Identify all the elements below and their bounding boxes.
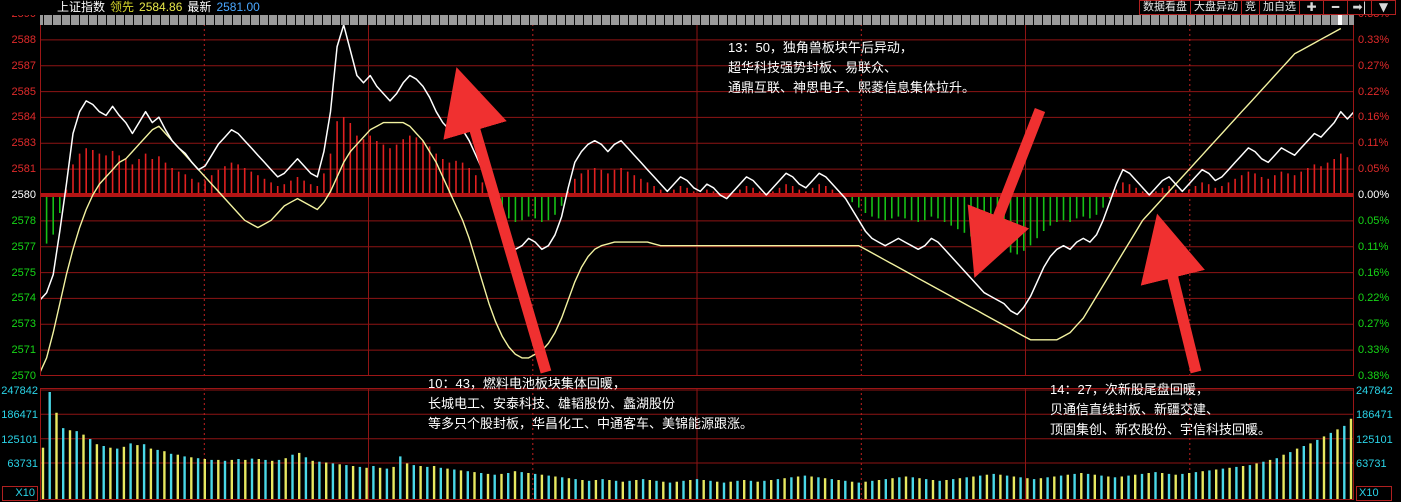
- volume-chart-panel[interactable]: [40, 388, 1354, 500]
- index-title-group: 上证指数 领先 2584.86 最新 2581.00: [57, 0, 260, 15]
- volume-tick-right: 125101: [1356, 433, 1393, 446]
- zoom-out-icon[interactable]: ━: [1323, 0, 1348, 15]
- price-tick-left: 2583: [11, 137, 36, 150]
- toolbar: 数据看盘 大盘异动 竞 加自选 ✚ ━ ➡| ▼: [1139, 0, 1396, 15]
- volume-tick-left: 186471: [1, 409, 38, 422]
- price-tick-left: 2574: [11, 292, 36, 305]
- percent-tick-right: 0.33%: [1358, 344, 1390, 357]
- annotation-1043: 10：43，燃料电池板块集体回暖， 长城电工、安泰科技、雄韬股份、蠡湖股份 等多…: [428, 374, 753, 434]
- percent-tick-right: 0.33%: [1358, 33, 1390, 46]
- top-bar: 上证指数 领先 2584.86 最新 2581.00 数据看盘 大盘异动 竞 加…: [0, 0, 1401, 15]
- lead-label: 领先: [110, 0, 135, 14]
- percent-tick-right: 0.05%: [1358, 214, 1390, 227]
- price-tick-left: 2588: [11, 33, 36, 46]
- annotation-1427: 14：27，次新股尾盘回暖， 贝通信直线封板、新疆交建、 顶固集创、新农股份、宇…: [1050, 380, 1271, 440]
- percent-tick-right: 0.16%: [1358, 111, 1390, 124]
- percent-tick-right: 0.27%: [1358, 59, 1390, 72]
- percent-tick-right: 0.16%: [1358, 266, 1390, 279]
- percent-tick-right: 0.22%: [1358, 85, 1390, 98]
- percent-tick-right: 0.27%: [1358, 318, 1390, 331]
- annotation-1043-line-3: 等多只个股封板，华昌化工、中通客车、美锦能源跟涨。: [428, 416, 754, 431]
- volume-tick-right: 186471: [1356, 409, 1393, 422]
- percent-tick-right: 0.38%: [1358, 370, 1390, 382]
- price-tick-left: 2578: [11, 214, 36, 227]
- percent-tick-right: 0.11%: [1358, 137, 1389, 150]
- price-chart-svg: [40, 14, 1354, 376]
- volume-chart-svg: [40, 388, 1354, 500]
- bid-button[interactable]: 竞: [1241, 0, 1260, 15]
- price-tick-left: 2577: [11, 240, 36, 253]
- annotation-1350: 13：50，独角兽板块午后异动， 超华科技强势封板、易联众、 通鼎互联、神思电子…: [728, 38, 975, 98]
- annotation-1350-line-3: 通鼎互联、神思电子、熙菱信息集体拉升。: [728, 80, 976, 95]
- volume-unit-left: X10: [2, 486, 38, 501]
- annotation-1427-line-1: 14：27，次新股尾盘回暖，: [1050, 382, 1209, 397]
- price-tick-left: 2580: [11, 189, 36, 201]
- scrollbar-handle[interactable]: [1338, 14, 1342, 25]
- price-tick-left: 2584: [11, 111, 36, 124]
- price-tick-left: 2571: [11, 344, 36, 357]
- annotation-1350-line-1: 13：50，独角兽板块午后异动，: [728, 40, 913, 55]
- annotation-1427-line-2: 贝通信直线封板、新疆交建、: [1050, 402, 1220, 417]
- zoom-in-icon[interactable]: ✚: [1299, 0, 1324, 15]
- jump-right-icon[interactable]: ➡|: [1347, 0, 1372, 15]
- percent-tick-right: 0.05%: [1358, 163, 1390, 176]
- price-tick-left: 2587: [11, 59, 36, 72]
- volume-tick-right: 247842: [1356, 385, 1393, 397]
- volume-tick-left: 247842: [1, 385, 38, 397]
- volume-tick-left: 63731: [7, 458, 38, 470]
- annotation-1350-line-2: 超华科技强势封板、易联众、: [728, 60, 898, 75]
- market-anomaly-button[interactable]: 大盘异动: [1190, 0, 1242, 15]
- timeline-scrollbar[interactable]: [40, 14, 1354, 25]
- percent-tick-right: 0.22%: [1358, 292, 1390, 305]
- percent-tick-right: 0.00%: [1358, 189, 1390, 201]
- price-tick-left: 2575: [11, 266, 36, 279]
- price-chart-panel[interactable]: [40, 14, 1354, 376]
- chevron-down-icon[interactable]: ▼: [1371, 0, 1396, 15]
- data-board-button[interactable]: 数据看盘: [1139, 0, 1191, 15]
- annotation-1043-line-2: 长城电工、安泰科技、雄韬股份、蠡湖股份: [428, 396, 676, 411]
- price-tick-left: 2585: [11, 85, 36, 98]
- index-name: 上证指数: [57, 0, 106, 14]
- latest-value: 2581.00: [216, 0, 260, 14]
- add-watchlist-button[interactable]: 加自选: [1259, 0, 1300, 15]
- volume-tick-left: 125101: [1, 433, 38, 446]
- annotation-1427-line-3: 顶固集创、新农股份、宇信科技回暖。: [1050, 422, 1272, 437]
- percent-tick-right: 0.11%: [1358, 240, 1389, 253]
- price-tick-left: 2573: [11, 318, 36, 331]
- lead-value: 2584.86: [139, 0, 183, 14]
- volume-unit-right: X10: [1356, 486, 1392, 501]
- annotation-1043-line-1: 10：43，燃料电池板块集体回暖，: [428, 376, 626, 391]
- volume-tick-right: 63731: [1356, 458, 1387, 470]
- latest-label: 最新: [187, 0, 212, 14]
- price-tick-left: 2581: [11, 163, 36, 176]
- price-tick-left: 2570: [11, 370, 36, 382]
